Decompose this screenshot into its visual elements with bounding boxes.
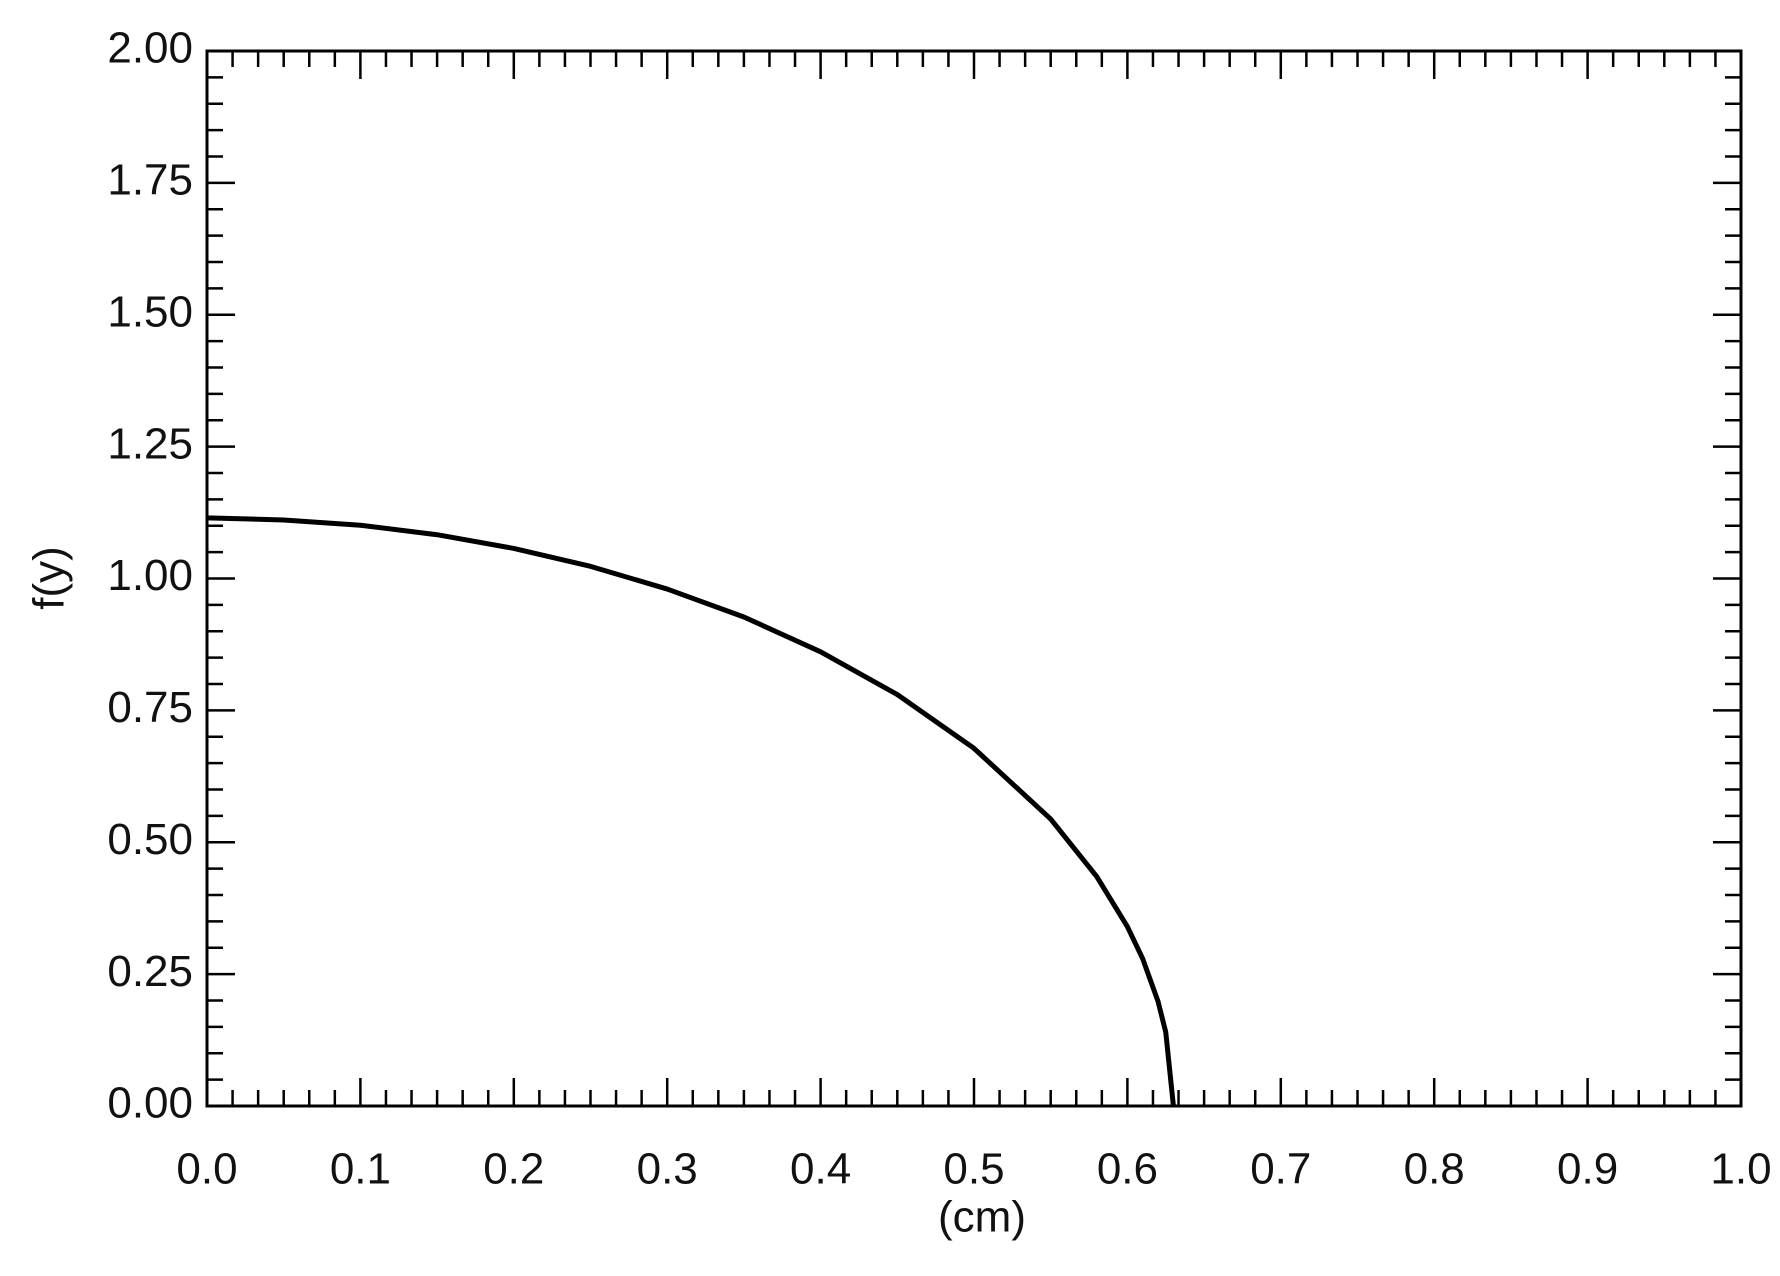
x-tick-label: 0.3 [637, 1145, 698, 1194]
y-tick-label: 0.50 [107, 815, 193, 864]
y-tick-label: 1.00 [107, 551, 193, 600]
y-axis-label: f(y) [25, 546, 74, 610]
y-tick-label: 1.25 [107, 419, 193, 468]
y-tick-label: 2.00 [107, 24, 193, 73]
x-axis-label: (cm) [938, 1193, 1026, 1242]
x-tick-label: 1.0 [1710, 1145, 1771, 1194]
x-tick-label: 0.2 [483, 1145, 544, 1194]
x-tick-label: 0.4 [790, 1145, 851, 1194]
plot-frame [205, 49, 1743, 1108]
y-tick-label: 0.75 [107, 683, 193, 732]
x-tick-label: 0.0 [176, 1145, 237, 1194]
y-tick-label: 1.50 [107, 287, 193, 336]
x-tick-label: 0.8 [1404, 1145, 1465, 1194]
x-tick-label: 0.7 [1250, 1145, 1311, 1194]
y-tick-label: 0.00 [107, 1079, 193, 1128]
y-tick-label: 1.75 [107, 156, 193, 205]
x-tick-label: 0.9 [1557, 1145, 1618, 1194]
x-tick-label: 0.1 [330, 1145, 391, 1194]
line-series [206, 515, 1176, 1107]
x-tick-label: 0.5 [943, 1145, 1004, 1194]
y-tick-label: 0.25 [107, 947, 193, 996]
x-tick-label: 0.6 [1097, 1145, 1158, 1194]
